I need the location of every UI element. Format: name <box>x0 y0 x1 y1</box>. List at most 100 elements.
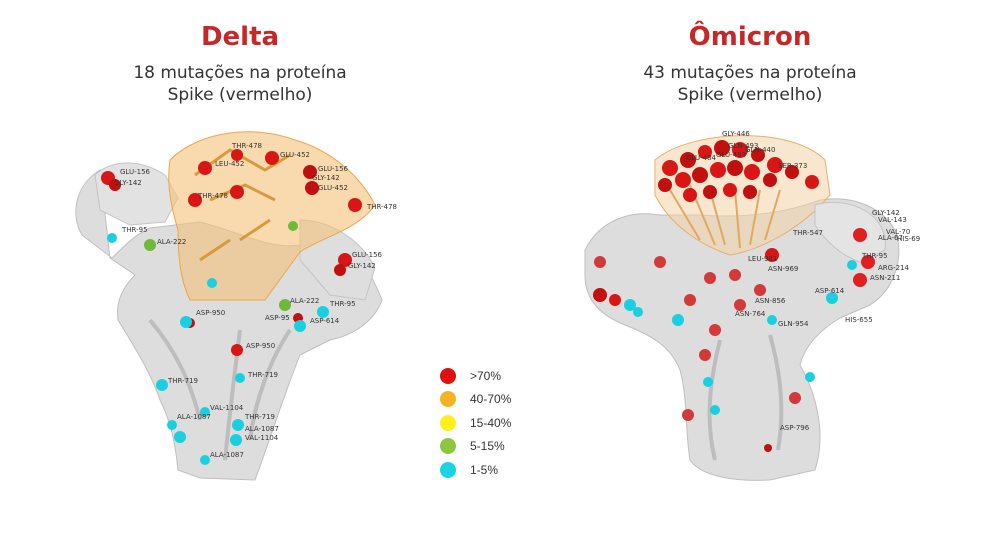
omicron-mutation-sphere <box>805 175 819 189</box>
omicron-label: THR-95 <box>861 252 888 260</box>
delta-mutation-sphere <box>334 264 346 276</box>
omicron-mutation-sphere <box>709 324 721 336</box>
delta-mutation-sphere <box>338 253 352 267</box>
delta-label: ALA-222 <box>290 297 319 305</box>
omicron-mutation-sphere <box>593 288 607 302</box>
delta-mutation-sphere <box>200 407 210 417</box>
omicron-mutation-sphere <box>754 284 766 296</box>
omicron-label: ASN-969 <box>768 265 798 273</box>
omicron-mutation-sphere <box>765 248 779 262</box>
omicron-mutation-sphere <box>624 299 636 311</box>
omicron-mutation-sphere <box>764 444 772 452</box>
delta-mutation-sphere <box>200 455 210 465</box>
delta-mutation-sphere <box>235 373 245 383</box>
delta-label: LEU-452 <box>215 160 244 168</box>
delta-label: VAL-1104 <box>245 434 279 442</box>
omicron-mutation-sphere <box>751 148 765 162</box>
omicron-label: ALA-67 <box>878 234 903 242</box>
delta-label: ASP-950 <box>196 309 225 317</box>
delta-rbd-region <box>168 131 376 301</box>
delta-mutation-sphere <box>232 419 244 431</box>
omicron-mutation-sphere <box>703 185 717 199</box>
omicron-mutation-sphere <box>710 405 720 415</box>
omicron-label: HIS-655 <box>845 316 873 324</box>
delta-label: THR-478 <box>197 192 228 200</box>
delta-mutation-sphere <box>230 185 244 199</box>
delta-mutation-sphere <box>188 193 202 207</box>
omicron-label: VAL-70 <box>886 228 910 236</box>
delta-mutation-sphere <box>230 434 242 446</box>
delta-mutation-sphere <box>288 221 298 231</box>
omicron-mutation-sphere <box>743 185 757 199</box>
delta-label: ALA-1087 <box>245 425 279 433</box>
delta-label: THR-478 <box>366 203 397 211</box>
delta-label: ASP-95 <box>265 314 290 322</box>
omicron-mutation-sphere <box>698 145 712 159</box>
omicron-mutation-sphere <box>684 294 696 306</box>
delta-label: ALA-1087 <box>177 413 211 421</box>
delta-label: ASP-614 <box>310 317 340 325</box>
delta-mutation-sphere <box>198 161 212 175</box>
omicron-mutation-sphere <box>763 173 777 187</box>
omicron-mutation-sphere <box>658 178 672 192</box>
delta-label: THR-478 <box>231 142 262 150</box>
delta-mutation-sphere <box>265 151 279 165</box>
omicron-label: GLN-954 <box>778 320 809 328</box>
delta-label: ASP-950 <box>246 342 275 350</box>
omicron-mutation-sphere <box>847 260 857 270</box>
delta-label: VAL-1104 <box>210 404 244 412</box>
delta-label: THR-95 <box>329 300 356 308</box>
omicron-mutation-sphere <box>785 165 799 179</box>
omicron-label: GLU-493 <box>716 151 746 159</box>
omicron-mutation-sphere <box>609 294 621 306</box>
legend-label: 15-40% <box>470 415 512 430</box>
legend-item: 5-15% <box>440 435 511 459</box>
omicron-mutation-sphere <box>704 272 716 284</box>
delta-subtitle-line2: Spike (vermelho) <box>167 85 313 105</box>
omicron-mutation-sphere <box>734 299 746 311</box>
omicron-mutation-sphere <box>714 140 730 156</box>
omicron-mutation-sphere <box>682 409 694 421</box>
omicron-mutation-sphere <box>594 256 606 268</box>
omicron-mutation-sphere <box>662 160 678 176</box>
delta-label: GLU-156 <box>120 168 151 176</box>
delta-label: THR-719 <box>167 377 198 385</box>
delta-mutation-sphere <box>279 299 291 311</box>
delta-subtitle: 18 mutações na proteína Spike (vermelho) <box>95 62 385 106</box>
omicron-subtitle-line2: Spike (vermelho) <box>677 85 823 105</box>
omicron-residue-labels: GLY-446 GLN-493 GLN-440 GLU-484 GLU-493 … <box>686 130 920 432</box>
omicron-mutation-sphere <box>692 167 708 183</box>
delta-mutation-sphere <box>231 344 243 356</box>
delta-label: ALA-1087 <box>210 451 244 459</box>
omicron-mutation-sphere <box>826 292 838 304</box>
legend: >70% 40-70% 15-40% 5-15% 1-5% <box>440 364 511 482</box>
legend-label: 40-70% <box>470 392 512 407</box>
legend-swatch <box>440 414 456 431</box>
delta-label: ALA-222 <box>157 238 186 246</box>
omicron-label: GLU-484 <box>686 154 717 162</box>
delta-label: GLU-156 <box>318 165 349 173</box>
delta-mutation-sphere <box>167 420 177 430</box>
delta-label: THR-719 <box>244 413 275 421</box>
delta-mutation-sphere <box>294 320 306 332</box>
delta-mutation-sphere <box>207 278 217 288</box>
delta-mutation-sphere <box>107 233 117 243</box>
omicron-mutation-sphere <box>744 164 760 180</box>
delta-title: Delta <box>200 22 280 52</box>
delta-ntd-left <box>94 162 179 226</box>
omicron-mutation-sphere <box>683 188 697 202</box>
legend-swatch <box>440 461 456 478</box>
delta-mutation-sphere <box>109 179 121 191</box>
omicron-mutation-sphere <box>861 255 875 269</box>
omicron-mutation-sphere <box>789 392 801 404</box>
legend-item: 1-5% <box>440 458 511 482</box>
delta-label: GLU-452 <box>280 151 310 159</box>
omicron-label: GLY-142 <box>872 209 900 217</box>
omicron-ntd-right <box>814 201 886 263</box>
omicron-mutation-sphere <box>727 160 743 176</box>
omicron-mutation-sphere <box>853 273 867 287</box>
omicron-mutation-spheres <box>593 140 875 452</box>
omicron-subtitle: 43 mutações na proteína Spike (vermelho) <box>600 62 900 106</box>
